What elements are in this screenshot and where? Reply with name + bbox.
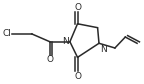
Text: Cl: Cl <box>3 29 12 38</box>
Text: O: O <box>46 55 53 64</box>
Text: N: N <box>62 37 69 46</box>
Text: O: O <box>74 72 81 81</box>
Text: N: N <box>100 45 106 54</box>
Text: O: O <box>74 3 81 12</box>
